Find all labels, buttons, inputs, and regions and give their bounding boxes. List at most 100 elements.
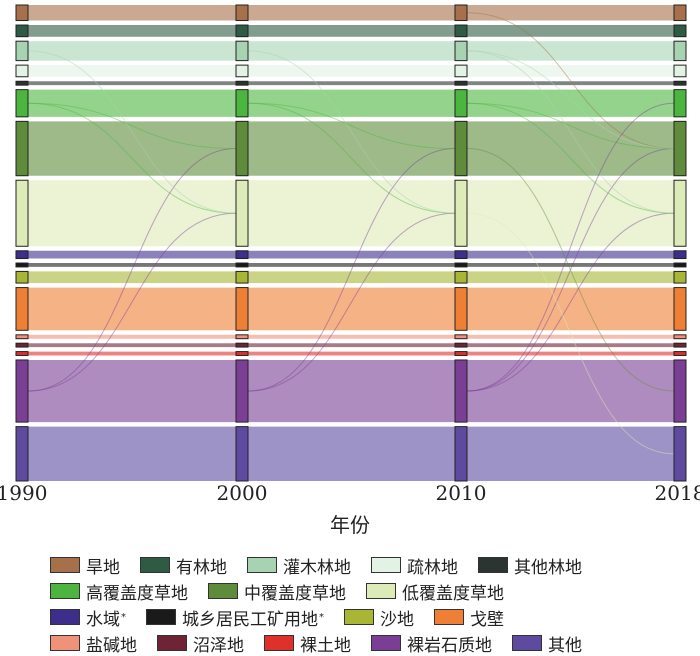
stage-label-2000: 2000 bbox=[217, 481, 268, 505]
flow-2000-2010-盐碱地 bbox=[248, 334, 455, 339]
legend-label: 中覆盖度草地 bbox=[244, 583, 346, 604]
flow-2010-2018-其他林地 bbox=[467, 81, 674, 86]
transition-line bbox=[466, 212, 675, 455]
legend-swatch bbox=[50, 635, 80, 651]
transition-line bbox=[27, 102, 237, 150]
legend-item: 沼泽地 bbox=[157, 631, 244, 656]
transition-line bbox=[466, 148, 675, 392]
node-2010-戈壁 bbox=[454, 287, 468, 331]
node-2010-疏林地 bbox=[454, 64, 468, 78]
node-2010-有林地 bbox=[454, 24, 468, 38]
node-1990-疏林地 bbox=[15, 64, 29, 78]
node-2018-裸土地 bbox=[673, 351, 687, 356]
flow-2010-2018-灌木林地 bbox=[467, 41, 674, 61]
flow-2010-2018-城乡居民工矿用地 bbox=[467, 263, 674, 267]
legend-swatch bbox=[208, 583, 238, 599]
flow-2010-2018-高覆盖度草地 bbox=[467, 89, 674, 117]
legend-item: 高覆盖度草地 bbox=[50, 579, 188, 604]
node-2000-戈壁 bbox=[235, 287, 249, 331]
node-2018-有林地 bbox=[673, 24, 687, 38]
node-1990-其他林地 bbox=[15, 80, 29, 86]
node-1990-裸岩石质地 bbox=[15, 359, 29, 423]
flow-2000-2010-沼泽地 bbox=[248, 343, 455, 348]
legend-item: 城乡居民工矿用地 * bbox=[146, 605, 324, 630]
stage-label-2018: 2018 bbox=[655, 481, 700, 505]
legend-label: 高覆盖度草地 bbox=[86, 583, 188, 604]
flow-2010-2018-低覆盖度草地 bbox=[467, 180, 674, 247]
legend-label: 疏林地 bbox=[407, 557, 458, 578]
flow-2010-2018-其他 bbox=[467, 426, 674, 481]
node-2010-高覆盖度草地 bbox=[454, 89, 468, 118]
flow-1990-2000-中覆盖度草地 bbox=[28, 121, 236, 176]
legend-row: 旱地 有林地 灌木林地 疏林地 其他林地 bbox=[50, 552, 690, 578]
node-2018-高覆盖度草地 bbox=[673, 89, 687, 118]
node-2000-裸岩石质地 bbox=[235, 359, 249, 423]
legend-swatch bbox=[146, 609, 176, 625]
flow-2010-2018-旱地 bbox=[467, 5, 674, 21]
node-1990-沙地 bbox=[15, 270, 29, 284]
node-2000-水域 bbox=[235, 250, 249, 260]
node-2000-裸土地 bbox=[235, 351, 249, 356]
flow-1990-2000-裸土地 bbox=[28, 351, 236, 356]
legend-swatch bbox=[512, 635, 542, 651]
node-2010-城乡居民工矿用地 bbox=[454, 262, 468, 268]
transition-line bbox=[27, 50, 237, 214]
legend-swatch bbox=[247, 557, 277, 573]
flow-1990-2000-其他林地 bbox=[28, 81, 236, 86]
node-2010-沙地 bbox=[454, 270, 468, 284]
node-2000-沙地 bbox=[235, 270, 249, 284]
legend-label: 其他 bbox=[548, 635, 582, 656]
flow-1990-2000-灌木林地 bbox=[28, 41, 236, 61]
legend-label: 裸岩石质地 bbox=[407, 635, 492, 656]
node-2010-其他 bbox=[454, 426, 468, 482]
legend-row: 盐碱地 沼泽地 裸土地 裸岩石质地 其他 bbox=[50, 630, 690, 656]
node-2018-沼泽地 bbox=[673, 342, 687, 348]
flow-1990-2000-旱地 bbox=[28, 5, 236, 21]
legend-label: 沼泽地 bbox=[193, 635, 244, 656]
legend-item: 戈壁 bbox=[434, 605, 504, 630]
legend-row: 高覆盖度草地 中覆盖度草地 低覆盖度草地 bbox=[50, 578, 690, 604]
legend-label: 沙地 bbox=[380, 609, 414, 630]
node-1990-盐碱地 bbox=[15, 334, 29, 340]
node-1990-戈壁 bbox=[15, 287, 29, 331]
flow-2000-2010-其他 bbox=[248, 426, 455, 481]
node-1990-灌木林地 bbox=[15, 40, 29, 62]
node-2000-城乡居民工矿用地 bbox=[235, 262, 249, 268]
node-2018-低覆盖度草地 bbox=[673, 179, 687, 247]
node-1990-旱地 bbox=[15, 4, 29, 22]
flow-2000-2010-旱地 bbox=[248, 5, 455, 21]
flow-1990-2000-沙地 bbox=[28, 271, 236, 284]
node-2000-旱地 bbox=[235, 4, 249, 22]
legend-label: 戈壁 bbox=[470, 609, 504, 630]
node-2018-盐碱地 bbox=[673, 334, 687, 340]
legend-label: 盐碱地 bbox=[86, 635, 137, 656]
transition-line bbox=[247, 102, 456, 214]
transition-line bbox=[247, 212, 456, 392]
legend-label: 裸土地 bbox=[300, 635, 351, 656]
legend-item: 盐碱地 bbox=[50, 631, 137, 656]
node-2010-低覆盖度草地 bbox=[454, 179, 468, 247]
legend-item: 低覆盖度草地 bbox=[366, 579, 504, 604]
legend-label: 水域 bbox=[86, 609, 120, 630]
legend-label: 其他林地 bbox=[514, 557, 582, 578]
node-1990-高覆盖度草地 bbox=[15, 89, 29, 118]
flow-2000-2010-中覆盖度草地 bbox=[248, 121, 455, 176]
flow-2000-2010-城乡居民工矿用地 bbox=[248, 263, 455, 267]
x-axis-label: 年份 bbox=[330, 513, 370, 537]
node-2010-旱地 bbox=[454, 4, 468, 22]
legend-item: 其他 bbox=[512, 631, 582, 656]
legend-label: 低覆盖度草地 bbox=[402, 583, 504, 604]
legend-item: 有林地 bbox=[140, 553, 227, 578]
legend-swatch bbox=[478, 557, 508, 573]
node-2018-城乡居民工矿用地 bbox=[673, 262, 687, 268]
node-layer bbox=[15, 4, 687, 482]
flow-1990-2000-城乡居民工矿用地 bbox=[28, 263, 236, 267]
transition-line bbox=[466, 148, 675, 392]
legend-item: 其他林地 bbox=[478, 553, 582, 578]
flow-2000-2010-戈壁 bbox=[248, 287, 455, 331]
flow-2000-2010-疏林地 bbox=[248, 65, 455, 77]
flow-2000-2010-高覆盖度草地 bbox=[248, 89, 455, 117]
flow-1990-2000-沼泽地 bbox=[28, 343, 236, 348]
node-2018-裸岩石质地 bbox=[673, 359, 687, 423]
